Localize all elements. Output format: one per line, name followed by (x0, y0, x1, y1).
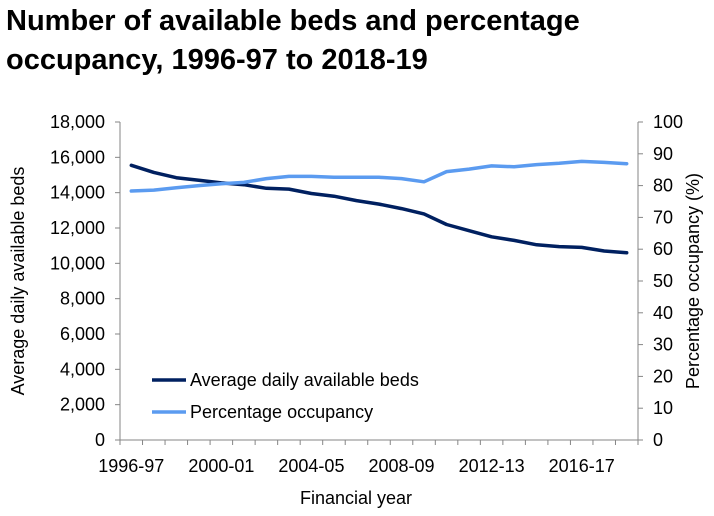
x-tick-label: 2008-09 (368, 456, 434, 476)
legend-label: Average daily available beds (190, 370, 419, 390)
y-right-tick-label: 20 (653, 366, 673, 386)
y-left-tick-label: 14,000 (50, 183, 105, 203)
chart-title: Number of available beds and percentage … (6, 5, 580, 76)
legend-label: Percentage occupancy (190, 402, 373, 422)
series-lines (129, 159, 629, 255)
axes (119, 122, 639, 441)
y-left-tick-label: 10,000 (50, 253, 105, 273)
y-left-tick-label: 6,000 (60, 324, 105, 344)
series-line-percentage-occupancy (129, 159, 629, 193)
y-left-tick-label: 12,000 (50, 218, 105, 238)
x-tick-label: 1996-97 (98, 456, 164, 476)
y-left-tick-label: 2,000 (60, 395, 105, 415)
y-right-tick-label: 30 (653, 335, 673, 355)
y-axis-left-ticks: 0 2,000 4,000 6,000 8,000 10,000 12,000 14,000 1… (50, 112, 120, 450)
x-tick-label: 2004-05 (278, 456, 344, 476)
y-right-tick-label: 60 (653, 239, 673, 259)
series-line-available-beds (129, 163, 629, 255)
y-right-tick-label: 70 (653, 207, 673, 227)
y-right-tick-label: 90 (653, 144, 673, 164)
x-axis-label: Financial year (300, 488, 412, 508)
legend: Average daily available beds Percentage o… (152, 370, 419, 422)
y-right-tick-label: 80 (653, 176, 673, 196)
y-right-tick-label: 50 (653, 271, 673, 291)
y-left-tick-label: 0 (95, 430, 105, 450)
y-right-tick-label: 100 (653, 112, 683, 132)
y-left-tick-label: 18,000 (50, 112, 105, 132)
y-right-tick-label: 10 (653, 398, 673, 418)
y-right-tick-label: 40 (653, 303, 673, 323)
y-left-tick-label: 4,000 (60, 359, 105, 379)
x-tick-label: 2000-01 (188, 456, 254, 476)
x-axis-ticks: 1996-97 2000-01 2004-05 2008-09 2012-13 2016-… (98, 440, 639, 476)
y-left-tick-label: 8,000 (60, 289, 105, 309)
y-left-tick-label: 16,000 (50, 147, 105, 167)
y-axis-left-label: Average daily available beds (8, 167, 28, 396)
x-tick-label: 2016-17 (549, 456, 615, 476)
x-tick-label: 2012-13 (459, 456, 525, 476)
y-axis-right-label: Percentage occupancy (%) (683, 173, 703, 389)
y-axis-right-ticks: 0 10 20 30 40 50 60 70 80 90 100 (638, 112, 683, 450)
y-right-tick-label: 0 (653, 430, 663, 450)
